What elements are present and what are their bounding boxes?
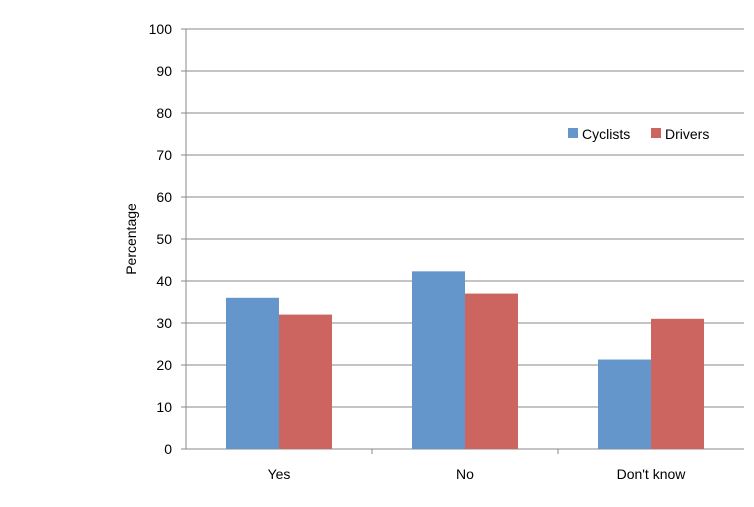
y-tick-label: 50 bbox=[156, 231, 172, 247]
legend: Cyclists Drivers bbox=[568, 126, 709, 142]
y-tick-label: 10 bbox=[156, 399, 172, 415]
y-tick-label: 40 bbox=[156, 273, 172, 289]
y-tick-label: 90 bbox=[156, 63, 172, 79]
x-category-label: No bbox=[456, 466, 474, 482]
bar-cyclists-1 bbox=[226, 297, 279, 449]
bar-cyclists-2 bbox=[412, 271, 465, 449]
x-category-label: Yes bbox=[268, 466, 291, 482]
bar-drivers-2 bbox=[465, 293, 518, 449]
bar-cyclists-3 bbox=[598, 359, 651, 449]
legend-swatch-drivers bbox=[651, 128, 661, 138]
bar-drivers-3 bbox=[651, 318, 704, 449]
legend-label-drivers: Drivers bbox=[665, 126, 709, 142]
bar-drivers-1 bbox=[279, 314, 332, 449]
y-tick-label: 60 bbox=[156, 189, 172, 205]
y-tick-label: 70 bbox=[156, 147, 172, 163]
category-labels: Yes No Don't know bbox=[268, 466, 687, 482]
y-axis-title: Percentage bbox=[123, 203, 139, 275]
y-tick-labels: 0 10 20 30 40 50 60 70 80 90 100 bbox=[149, 21, 173, 457]
y-tick-label: 0 bbox=[164, 441, 172, 457]
bars bbox=[226, 271, 704, 449]
legend-label-cyclists: Cyclists bbox=[582, 126, 630, 142]
x-category-label: Don't know bbox=[617, 466, 687, 482]
y-tick-label: 20 bbox=[156, 357, 172, 373]
legend-swatch-cyclists bbox=[568, 128, 578, 138]
y-tick-label: 100 bbox=[149, 21, 173, 37]
y-tick-label: 80 bbox=[156, 105, 172, 121]
y-tick-label: 30 bbox=[156, 315, 172, 331]
